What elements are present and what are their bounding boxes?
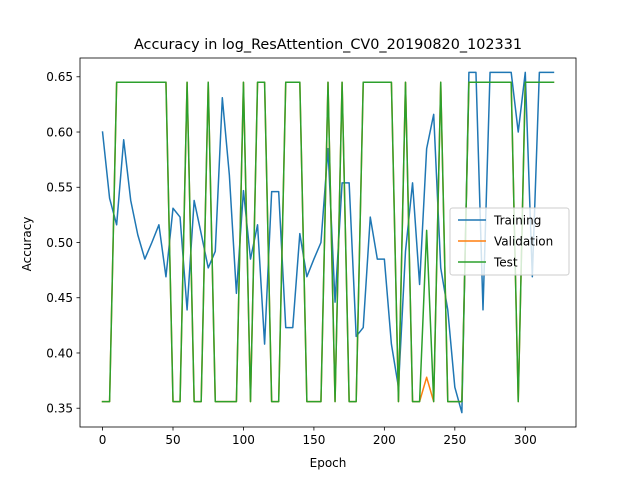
- y-tick-label: 0.60: [46, 125, 73, 139]
- chart-title: Accuracy in log_ResAttention_CV0_2019082…: [134, 37, 522, 53]
- x-axis-title: Epoch: [310, 456, 347, 470]
- plot-area: [101, 71, 555, 414]
- x-tick-label: 100: [232, 433, 255, 447]
- legend-label-training: Training: [493, 213, 541, 227]
- y-axis-title: Accuracy: [20, 217, 34, 272]
- y-tick-label: 0.55: [46, 181, 73, 195]
- y-tick-label: 0.35: [46, 402, 73, 416]
- x-tick-label: 50: [165, 433, 180, 447]
- x-tick-label: 250: [443, 433, 466, 447]
- x-tick-label: 300: [514, 433, 537, 447]
- x-tick-label: 200: [373, 433, 396, 447]
- x-tick-label: 150: [302, 433, 325, 447]
- y-tick-label: 0.40: [46, 346, 73, 360]
- y-tick-label: 0.45: [46, 291, 73, 305]
- axes: 0 50 100 150 200 250 300 0.35 0.40 0.45 0.50 0.55 0.…: [46, 57, 577, 447]
- y-tick-label: 0.65: [46, 70, 73, 84]
- legend-box: [449, 207, 570, 276]
- series-line-test: [101, 81, 555, 403]
- y-tick-label: 0.50: [46, 236, 73, 250]
- legend-label-test: Test: [493, 255, 518, 269]
- series-line-training: [101, 71, 555, 414]
- legend: Training Validation Test: [449, 207, 570, 276]
- legend-label-validation: Validation: [494, 234, 553, 248]
- x-tick-label: 0: [99, 433, 107, 447]
